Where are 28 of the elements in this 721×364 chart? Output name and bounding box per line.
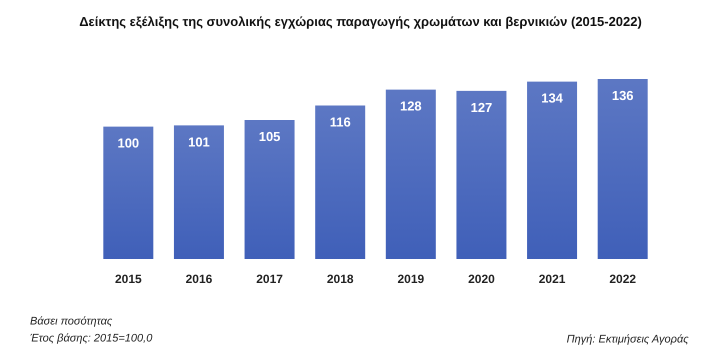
data-label: 136 [612,88,634,103]
text: Πηγή: Εκτιμήσεις Αγοράς [566,334,690,346]
data-label: 101 [188,134,210,150]
bar [174,125,224,259]
x-tick-label: 2022 [609,272,636,286]
data-label: 134 [541,90,564,106]
bar [103,126,154,259]
text: Βάσει ποσότητας [30,316,113,328]
data-label: 128 [400,98,422,114]
data-label: 105 [258,129,280,144]
x-tick-label: 2020 [468,272,496,286]
x-tick-label: 2017 [256,272,284,286]
data-label: 116 [330,114,351,130]
chart-title: Δείκτης εξέλιξης της συνολικής εγχώριας παραγωγής χρωμάτων και βερνικιών (2015-2022) [79,14,642,29]
bar [456,90,506,259]
x-tick-label: 2015 [114,272,142,286]
x-tick-label: 2016 [186,272,213,286]
data-label: 100 [117,136,140,151]
x-tick-label: 2019 [397,272,424,286]
bar [598,79,648,259]
x-tick-label: 2018 [326,272,354,286]
data-label: 127 [470,100,492,115]
bar [527,82,578,259]
bar [315,105,366,259]
bar [386,90,436,259]
x-tick-label: 2021 [538,272,566,286]
text: Έτος βάσης: 2015=100,0 [30,332,154,344]
bar [244,120,295,259]
